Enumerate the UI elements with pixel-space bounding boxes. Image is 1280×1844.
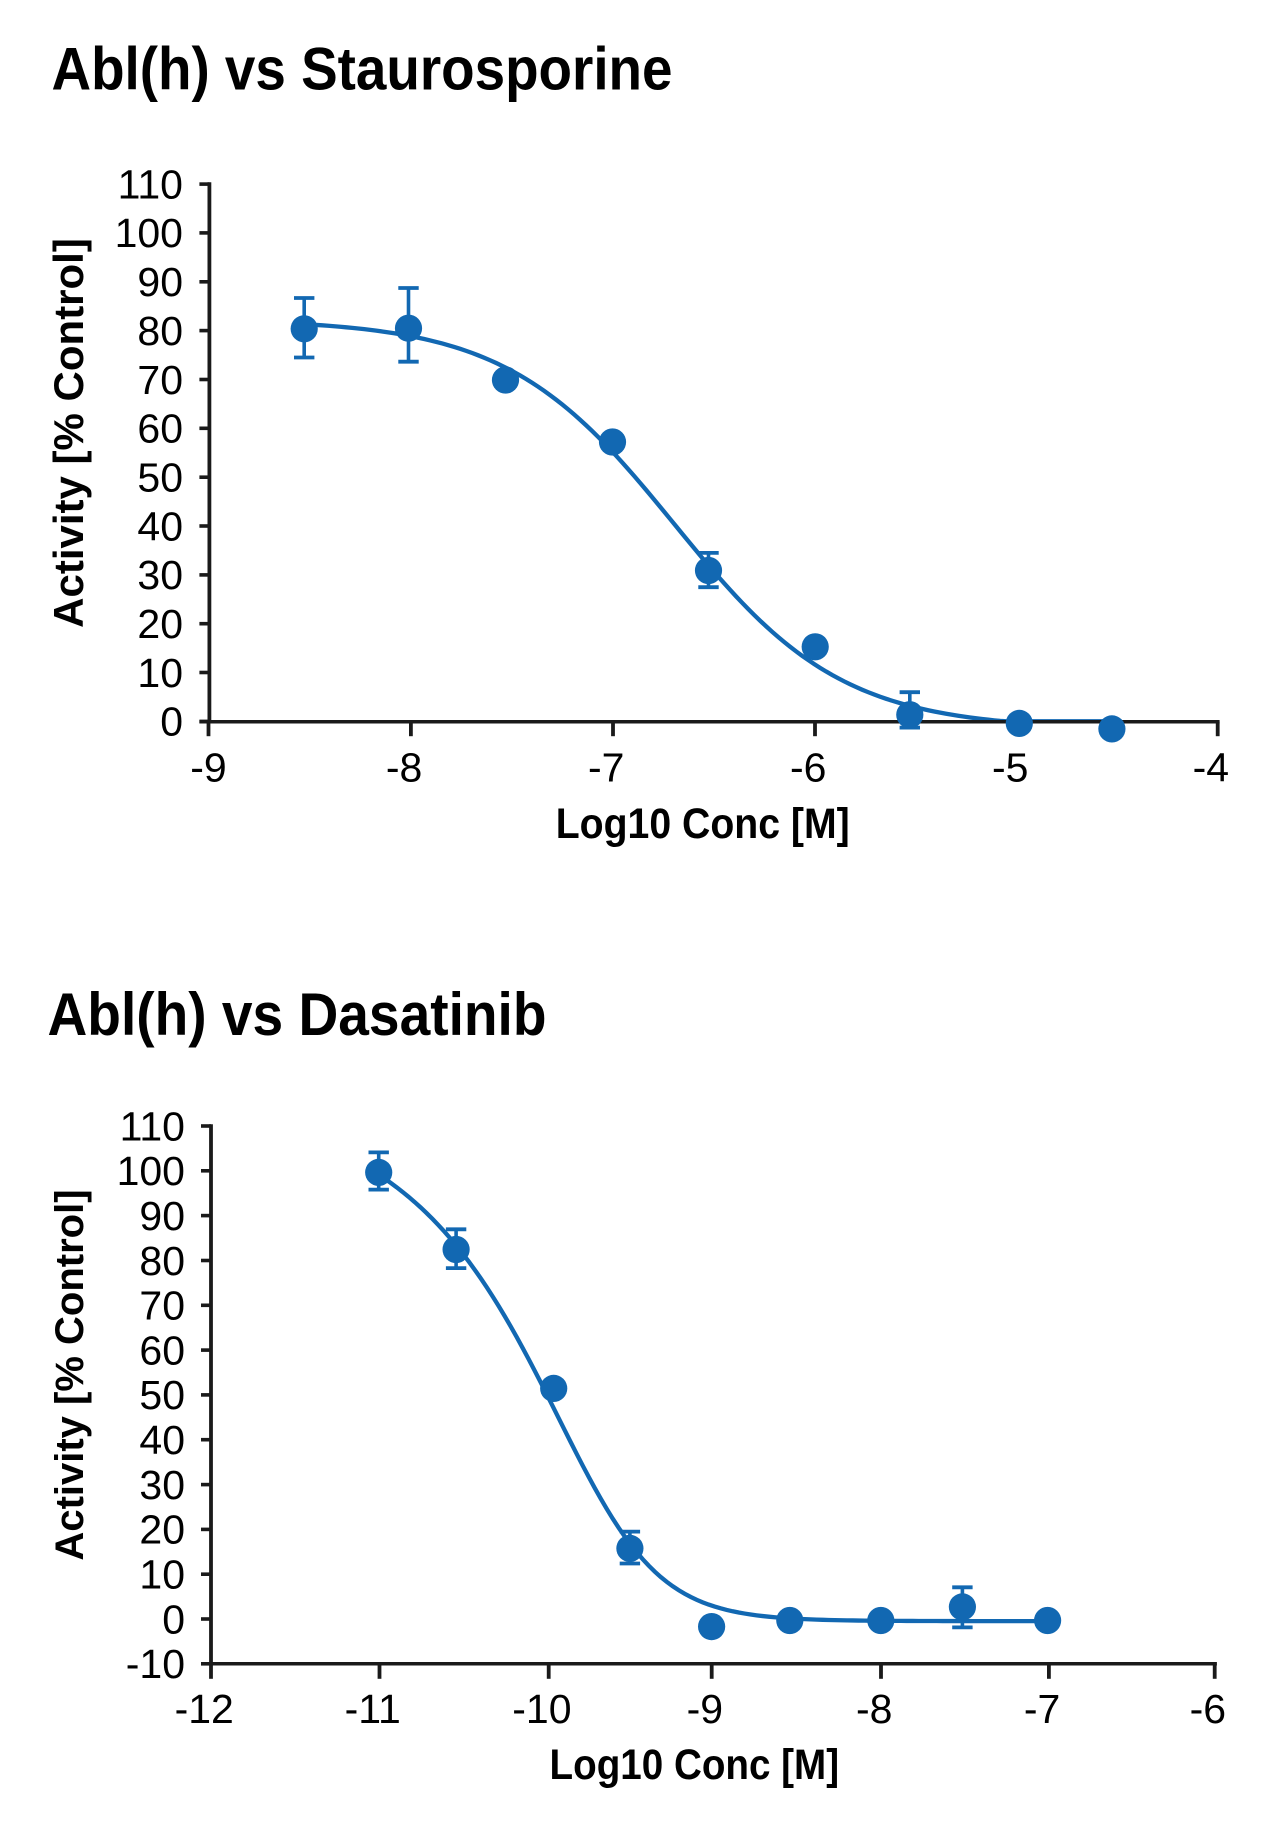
svg-text:-9: -9	[687, 1686, 723, 1732]
svg-text:60: 60	[139, 1327, 185, 1373]
svg-text:Abl(h) vs Staurosporine: Abl(h) vs Staurosporine	[52, 35, 673, 103]
svg-text:-9: -9	[190, 745, 226, 791]
svg-text:110: 110	[120, 1103, 185, 1149]
svg-text:Activity [% Control]: Activity [% Control]	[48, 1189, 92, 1560]
svg-text:10: 10	[139, 1552, 185, 1598]
svg-text:Abl(h) vs Dasatinib: Abl(h) vs Dasatinib	[48, 980, 547, 1048]
svg-text:Log10 Conc [M]: Log10 Conc [M]	[550, 1741, 840, 1789]
svg-text:70: 70	[137, 357, 183, 403]
svg-text:110: 110	[118, 161, 183, 207]
svg-text:90: 90	[139, 1193, 185, 1239]
svg-text:80: 80	[137, 308, 183, 354]
svg-text:40: 40	[139, 1417, 185, 1463]
svg-text:-5: -5	[992, 745, 1028, 791]
svg-text:20: 20	[137, 601, 183, 647]
svg-text:-8: -8	[856, 1686, 892, 1732]
svg-text:0: 0	[160, 699, 183, 745]
svg-text:-12: -12	[175, 1686, 234, 1732]
svg-text:-10: -10	[126, 1641, 185, 1687]
svg-text:-6: -6	[790, 745, 826, 791]
svg-text:Log10 Conc [M]: Log10 Conc [M]	[556, 800, 850, 848]
svg-text:10: 10	[137, 650, 183, 696]
svg-text:90: 90	[137, 259, 183, 305]
svg-text:-7: -7	[588, 745, 624, 791]
svg-text:50: 50	[137, 455, 183, 501]
svg-text:80: 80	[139, 1238, 185, 1284]
svg-text:-10: -10	[512, 1686, 571, 1732]
svg-text:0: 0	[162, 1596, 185, 1642]
svg-text:30: 30	[137, 552, 183, 598]
svg-text:20: 20	[139, 1507, 185, 1553]
svg-text:60: 60	[137, 406, 183, 452]
svg-text:Activity [% Control]: Activity [% Control]	[45, 238, 92, 628]
svg-text:-8: -8	[386, 745, 422, 791]
svg-text:40: 40	[137, 503, 183, 549]
svg-text:100: 100	[115, 210, 183, 256]
svg-text:70: 70	[139, 1283, 185, 1329]
svg-text:-7: -7	[1024, 1686, 1060, 1732]
svg-text:50: 50	[139, 1372, 185, 1418]
svg-text:-11: -11	[345, 1686, 401, 1732]
svg-text:-6: -6	[1190, 1686, 1226, 1732]
svg-text:100: 100	[117, 1148, 185, 1194]
svg-text:30: 30	[139, 1462, 185, 1508]
svg-text:-4: -4	[1193, 745, 1229, 791]
